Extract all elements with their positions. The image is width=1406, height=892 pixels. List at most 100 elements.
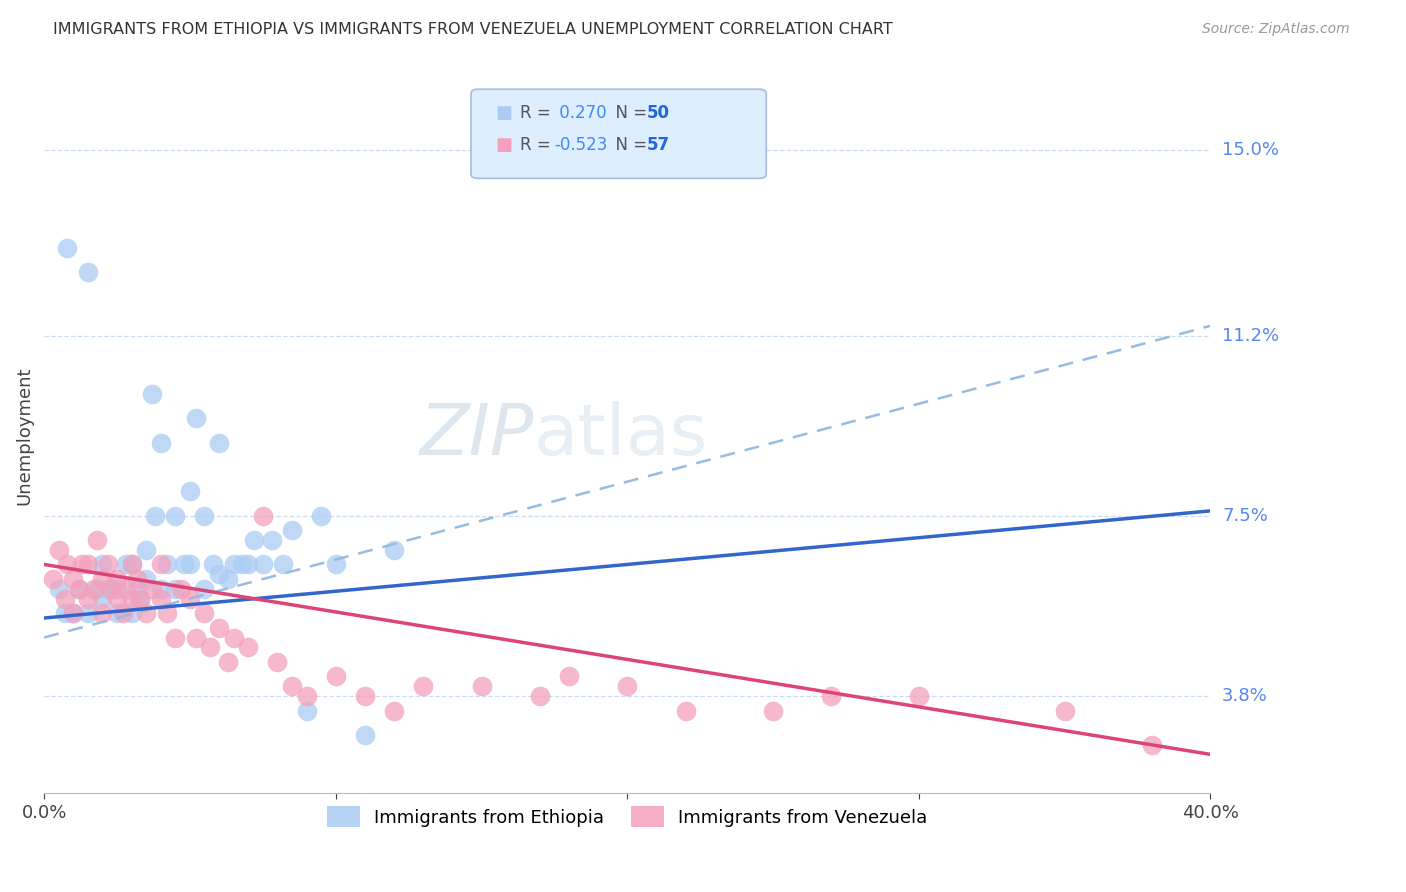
Point: [208, 621, 231, 635]
Text: N =: N =: [605, 104, 652, 122]
Point: [382, 704, 405, 718]
Point: [382, 542, 405, 557]
Point: [70, 558, 93, 572]
Point: [105, 606, 128, 620]
Point: [91, 572, 114, 586]
Point: [238, 640, 260, 655]
Point: [675, 704, 697, 718]
Point: [222, 558, 245, 572]
Point: [143, 508, 166, 523]
Point: [202, 558, 225, 572]
Point: [127, 572, 149, 586]
Point: [271, 558, 294, 572]
Point: [193, 508, 215, 523]
Text: ■: ■: [495, 136, 512, 154]
Point: [111, 606, 134, 620]
Point: [121, 591, 143, 606]
Text: Source: ZipAtlas.com: Source: ZipAtlas.com: [1202, 22, 1350, 37]
Text: atlas: atlas: [534, 401, 709, 470]
Point: [91, 606, 114, 620]
Text: ZIP: ZIP: [419, 401, 534, 470]
Point: [91, 591, 114, 606]
Point: [193, 606, 215, 620]
Point: [266, 655, 288, 669]
Point: [100, 582, 122, 596]
Point: [470, 679, 492, 693]
Point: [62, 606, 84, 620]
Point: [56, 558, 79, 572]
Point: [908, 689, 931, 703]
Text: 3.8%: 3.8%: [1222, 687, 1268, 705]
Point: [173, 558, 195, 572]
Point: [165, 582, 187, 596]
Point: [281, 679, 304, 693]
Legend: Immigrants from Ethiopia, Immigrants from Venezuela: Immigrants from Ethiopia, Immigrants fro…: [321, 799, 935, 834]
Point: [56, 241, 79, 255]
Point: [86, 582, 108, 596]
Point: [558, 669, 581, 683]
Point: [135, 542, 157, 557]
Text: 0.270: 0.270: [554, 104, 606, 122]
Point: [529, 689, 551, 703]
Point: [91, 558, 114, 572]
Point: [170, 582, 193, 596]
Point: [76, 591, 98, 606]
Point: [295, 704, 318, 718]
Point: [105, 591, 128, 606]
Point: [97, 582, 120, 596]
Point: [325, 558, 347, 572]
Text: IMMIGRANTS FROM ETHIOPIA VS IMMIGRANTS FROM VENEZUELA UNEMPLOYMENT CORRELATION C: IMMIGRANTS FROM ETHIOPIA VS IMMIGRANTS F…: [53, 22, 893, 37]
Text: 57: 57: [647, 136, 669, 154]
Point: [217, 572, 239, 586]
Point: [238, 558, 260, 572]
Point: [820, 689, 842, 703]
Point: [354, 689, 377, 703]
Text: 11.2%: 11.2%: [1222, 326, 1279, 344]
Text: ■: ■: [495, 104, 512, 122]
Point: [62, 606, 84, 620]
Point: [135, 606, 157, 620]
Text: 7.5%: 7.5%: [1222, 507, 1268, 524]
Point: [165, 631, 187, 645]
Point: [53, 606, 76, 620]
Point: [325, 669, 347, 683]
Point: [231, 558, 253, 572]
Point: [149, 582, 172, 596]
Point: [179, 558, 201, 572]
Point: [114, 558, 136, 572]
Point: [252, 508, 274, 523]
Point: [127, 582, 149, 596]
Text: R =: R =: [520, 136, 557, 154]
Point: [129, 591, 152, 606]
Point: [222, 631, 245, 645]
Point: [105, 572, 128, 586]
Point: [149, 558, 172, 572]
Point: [208, 435, 231, 450]
Point: [1140, 738, 1163, 752]
Point: [48, 542, 70, 557]
Text: R =: R =: [520, 104, 557, 122]
Point: [121, 558, 143, 572]
Point: [141, 582, 163, 596]
Point: [260, 533, 283, 547]
Point: [141, 387, 163, 401]
Point: [155, 606, 177, 620]
Point: [243, 533, 266, 547]
Point: [121, 558, 143, 572]
Point: [97, 558, 120, 572]
Point: [76, 606, 98, 620]
Point: [155, 558, 177, 572]
Point: [179, 591, 201, 606]
Point: [184, 411, 207, 425]
Point: [281, 524, 304, 538]
Point: [105, 582, 128, 596]
Point: [295, 689, 318, 703]
Point: [53, 591, 76, 606]
Point: [83, 582, 105, 596]
Point: [762, 704, 785, 718]
Point: [42, 572, 65, 586]
Point: [179, 484, 201, 499]
Point: [184, 631, 207, 645]
Point: [67, 582, 90, 596]
Y-axis label: Unemployment: Unemployment: [15, 366, 32, 505]
